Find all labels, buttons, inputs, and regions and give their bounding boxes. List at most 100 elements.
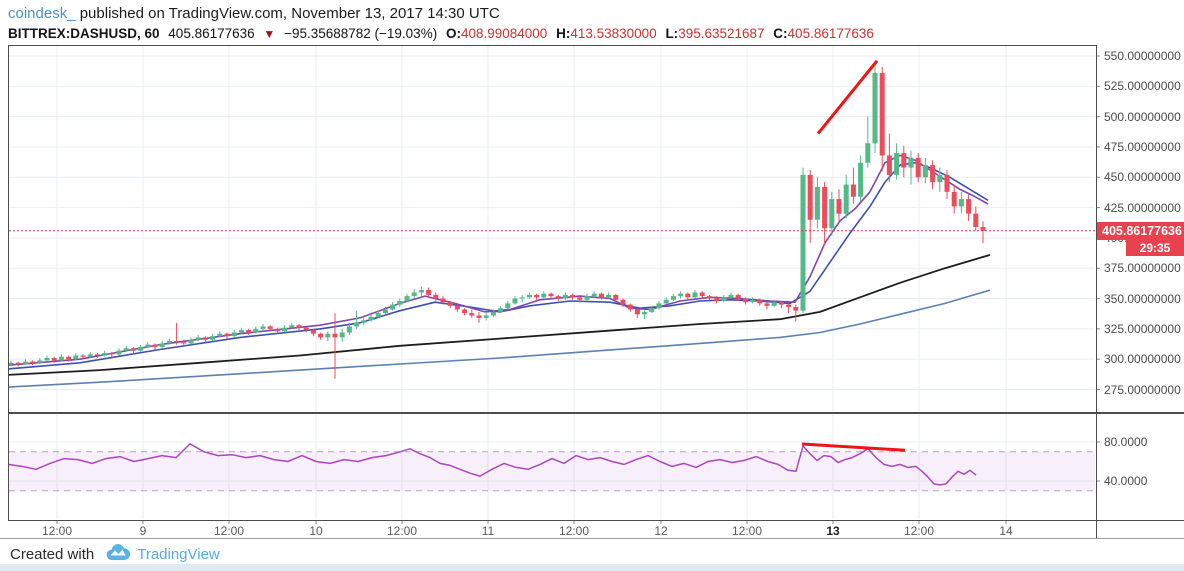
candle-body <box>426 290 432 295</box>
candle-body <box>771 302 777 306</box>
candle-body <box>116 350 122 355</box>
symbol-name[interactable]: BITTREX:DASHUSD, 60 <box>8 26 160 41</box>
time-axis-label: 12:00 <box>386 524 418 538</box>
candle-body <box>138 347 144 351</box>
candle-body <box>606 294 612 298</box>
candle-body <box>145 344 151 348</box>
time-axis-label: 10 <box>309 524 323 538</box>
price-axis-label: 550.00000000 <box>1104 49 1181 63</box>
candle-body <box>404 296 410 301</box>
symbol-line: BITTREX:DASHUSD, 60 405.86177636 ▼ −95.3… <box>8 26 1108 41</box>
candle-body <box>512 298 518 304</box>
pane-left-border <box>8 45 9 520</box>
price-axis-label: 350.00000000 <box>1104 291 1181 306</box>
candle-body <box>274 328 280 332</box>
candle-body <box>663 299 669 304</box>
candle-body <box>555 296 561 299</box>
candle-body <box>325 333 331 338</box>
ma-fast-line <box>7 154 989 366</box>
candle-body <box>454 305 460 310</box>
candle-body <box>814 186 820 220</box>
candle-body <box>915 157 921 178</box>
candle-body <box>872 72 878 144</box>
candle-body <box>195 337 201 340</box>
candle-body <box>102 353 108 356</box>
candle-body <box>706 296 712 299</box>
coindesk-link[interactable]: coindesk_ <box>8 5 76 22</box>
candle-body <box>339 332 345 338</box>
candle-body <box>174 340 180 343</box>
candle-body <box>980 226 986 231</box>
candle-body <box>210 336 216 340</box>
candle-body <box>354 322 360 327</box>
candle-body <box>519 297 525 299</box>
candle-body <box>692 292 698 298</box>
price-axis-label: 275.00000000 <box>1104 382 1181 397</box>
tradingview-link[interactable]: TradingView <box>137 545 220 563</box>
candle-body <box>649 308 655 312</box>
candle-body <box>836 199 842 214</box>
candle-body <box>44 357 50 361</box>
candle-body <box>742 298 748 303</box>
candle-body <box>382 309 388 314</box>
candle-body <box>433 294 439 299</box>
candle-body <box>750 299 756 303</box>
candle-body <box>469 313 475 316</box>
candle-body <box>447 302 453 306</box>
candle-body <box>505 303 511 309</box>
change-down-arrow-icon: ▼ <box>263 27 276 41</box>
candle-body <box>476 315 482 318</box>
bar-countdown: 29:35 <box>1126 240 1184 256</box>
candle-body <box>30 361 36 363</box>
candle-body <box>397 300 403 305</box>
time-axis-label: 12:00 <box>731 524 763 538</box>
candle-body <box>735 294 741 299</box>
time-axis-top-border <box>8 520 1184 521</box>
candle-body <box>850 184 856 197</box>
candle-body <box>627 304 633 310</box>
tradingview-logo-icon[interactable] <box>106 543 131 565</box>
candle-body <box>807 174 813 220</box>
candle-body <box>937 174 943 183</box>
candle-body <box>541 293 547 298</box>
low-label: L: <box>665 26 679 41</box>
candle-body <box>15 362 21 365</box>
candle-body <box>490 311 496 316</box>
candle-body <box>462 309 468 314</box>
candle-body <box>159 343 165 348</box>
candle-body <box>296 325 302 328</box>
candle-body <box>310 330 316 334</box>
candle-body <box>73 355 79 360</box>
candle-body <box>613 294 619 300</box>
candle-body <box>231 332 237 337</box>
candle-body <box>577 297 583 300</box>
change-value: −95.35688782 (−19.03%) <box>284 26 438 41</box>
candle-body <box>217 333 223 337</box>
candle-body <box>51 357 57 361</box>
time-axis-label: 12:00 <box>903 524 935 538</box>
candle-body <box>368 316 374 321</box>
candle-body <box>260 326 266 329</box>
candle-body <box>66 356 72 360</box>
candle-body <box>548 293 554 297</box>
time-axis-label: 12:00 <box>213 524 245 538</box>
candle-body <box>922 165 928 178</box>
pane-separator[interactable] <box>8 412 1184 414</box>
candle-body <box>303 327 309 331</box>
time-axis-label: 14 <box>999 524 1013 538</box>
candle-body <box>375 313 381 317</box>
price-axis-label: 450.00000000 <box>1104 170 1181 185</box>
publish-line: coindesk_ published on TradingView.com, … <box>8 5 1108 24</box>
price-axis-label: 525.00000000 <box>1104 79 1181 94</box>
candle-body <box>570 294 576 298</box>
last-price-tag: 405.86177636 <box>1097 222 1184 240</box>
price-axis-label: 375.00000000 <box>1104 261 1181 276</box>
trendline-annotation <box>816 59 879 135</box>
time-axis-label: 12:00 <box>41 524 73 538</box>
candle-body <box>958 199 964 207</box>
candle-body <box>411 292 417 297</box>
rsi-line <box>7 443 977 486</box>
time-axis-bottom-border <box>0 538 1184 539</box>
candle-body <box>224 333 230 337</box>
